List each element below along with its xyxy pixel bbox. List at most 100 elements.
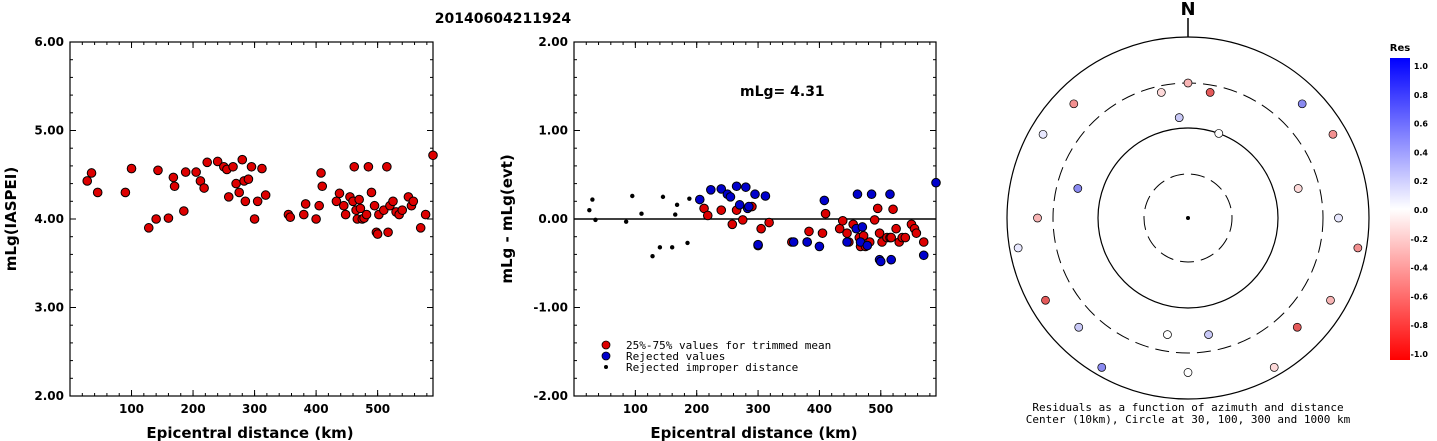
left-point-0 (202, 157, 213, 168)
ring-100km (1097, 127, 1279, 309)
legend-marker-trimmed (601, 340, 611, 350)
middle-point-1 (740, 182, 751, 192)
middle-point-improper (593, 217, 598, 223)
left-x-tick-label: 400 (304, 402, 329, 416)
left-point-0 (354, 194, 364, 205)
middle-point-improper (650, 253, 655, 259)
left-point-0 (383, 227, 393, 238)
left-point-0 (234, 187, 244, 198)
left-point-0 (212, 156, 223, 167)
left-point-0 (298, 209, 309, 220)
polar-point (1326, 295, 1335, 305)
left-point-0 (408, 196, 419, 207)
polar-point (1038, 129, 1048, 139)
middle-point-1 (788, 237, 799, 247)
left-point-0 (243, 174, 254, 184)
left-point-0 (415, 223, 426, 233)
left-point-0 (240, 196, 251, 207)
middle-y-tick-label: -2.00 (533, 389, 568, 403)
left-point-0 (163, 213, 174, 223)
polar-point (1183, 368, 1193, 377)
middle-y-axis-label: mLg - mLg(evt) (498, 154, 516, 283)
middle-point-1 (802, 237, 812, 247)
middle-x-tick-label: 400 (807, 402, 832, 416)
center-point (1186, 216, 1190, 220)
polar-point (1293, 184, 1303, 193)
middle-point-0 (874, 228, 885, 238)
colorbar-tick-label: 1.0 (1414, 62, 1429, 71)
ring-30km (1143, 173, 1233, 263)
left-point-0 (340, 209, 351, 220)
polar-point (1353, 243, 1363, 253)
left-point-0 (349, 161, 360, 172)
middle-point-0 (804, 226, 814, 237)
colorbar-tick-label: 0.6 (1414, 120, 1429, 129)
magnitude-vs-distance-plot: 100 200 300 400 500 2.00 3.00 4.00 5.00 6.00 Epic… (2, 35, 438, 441)
left-point-0 (257, 163, 267, 174)
middle-point-1 (734, 200, 745, 210)
middle-point-1 (716, 184, 727, 194)
left-point-0 (82, 176, 93, 186)
middle-point-improper (669, 245, 675, 250)
colorbar-gradient (1390, 58, 1410, 360)
colorbar-tick-label: 0.2 (1414, 177, 1428, 186)
polar-point (1183, 78, 1193, 88)
middle-point-0 (891, 223, 901, 234)
colorbar-ticks: 1.0 0.8 0.6 0.4 0.2 0.0 -0.2 -0.4 -0.6 -0.8 -1.0 (1411, 62, 1429, 359)
left-point-0 (428, 150, 438, 161)
polar-point (1156, 88, 1166, 97)
left-point-0 (285, 212, 296, 223)
colorbar-tick-label: 0.8 (1414, 91, 1429, 100)
middle-point-0 (869, 215, 880, 225)
left-point-0 (153, 165, 163, 176)
left-point-0 (338, 200, 349, 211)
middle-point-1 (852, 189, 863, 200)
middle-point-improper (685, 240, 690, 246)
polar-caption-line-2: Center (10km), Circle at 30, 100, 300 an… (1026, 413, 1351, 426)
left-point-0 (300, 199, 311, 209)
middle-point-0 (886, 232, 897, 243)
left-point-0 (397, 205, 408, 215)
left-point-0 (246, 161, 257, 172)
left-point-0 (382, 161, 392, 172)
left-point-0 (180, 167, 191, 177)
middle-point-1 (814, 241, 825, 252)
left-point-0 (231, 178, 241, 189)
middle-point-improper (590, 197, 595, 202)
middle-point-0 (716, 205, 727, 215)
left-x-tick-label: 100 (119, 402, 144, 416)
residual-vs-distance-plot: 100 200 300 400 500 -2.00 -1.00 0.00 1.00 2.00 mL… (498, 35, 941, 441)
left-point-0 (334, 188, 345, 199)
left-point-0 (249, 214, 260, 224)
mlg-annotation: mLg= 4.31 (740, 84, 825, 100)
middle-point-1 (885, 189, 895, 200)
left-point-0 (169, 181, 180, 192)
middle-point-0 (842, 228, 852, 238)
legend-marker-rejected (601, 351, 611, 361)
colorbar-tick-label: -0.2 (1411, 235, 1429, 244)
left-data-points (82, 150, 438, 239)
middle-point-1 (857, 222, 868, 232)
middle-point-1 (753, 239, 763, 250)
colorbar-tick-label: -0.8 (1411, 321, 1429, 330)
middle-y-tick-label: 2.00 (538, 35, 568, 49)
figure-title: 20140604211924 (435, 11, 572, 27)
polar-point (1097, 363, 1107, 372)
middle-point-0 (756, 223, 766, 234)
legend-label-trimmed: 25%-75% values for trimmed mean (626, 339, 831, 352)
left-point-0 (92, 187, 103, 198)
middle-point-0 (702, 210, 713, 221)
middle-point-1 (744, 201, 754, 212)
polar-point (1292, 322, 1302, 332)
left-point-0 (237, 154, 248, 165)
legend-marker-improper (604, 365, 608, 369)
azimuth-distance-residual-plot: N Residuals as a function of azimuth and… (1006, 0, 1370, 426)
left-y-axis-label: mLg(IASPEI) (2, 167, 20, 271)
polar-point (1074, 322, 1084, 332)
left-x-tick-label: 300 (242, 402, 267, 416)
left-axis-ticks: 100 200 300 400 500 2.00 3.00 4.00 5.00 6.00 (34, 35, 433, 416)
middle-point-improper (630, 193, 635, 199)
left-point-0 (355, 203, 366, 214)
middle-point-0 (911, 228, 922, 238)
